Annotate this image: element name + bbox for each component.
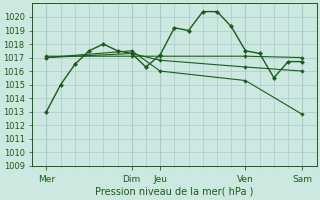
X-axis label: Pression niveau de la mer( hPa ): Pression niveau de la mer( hPa ) <box>95 187 253 197</box>
